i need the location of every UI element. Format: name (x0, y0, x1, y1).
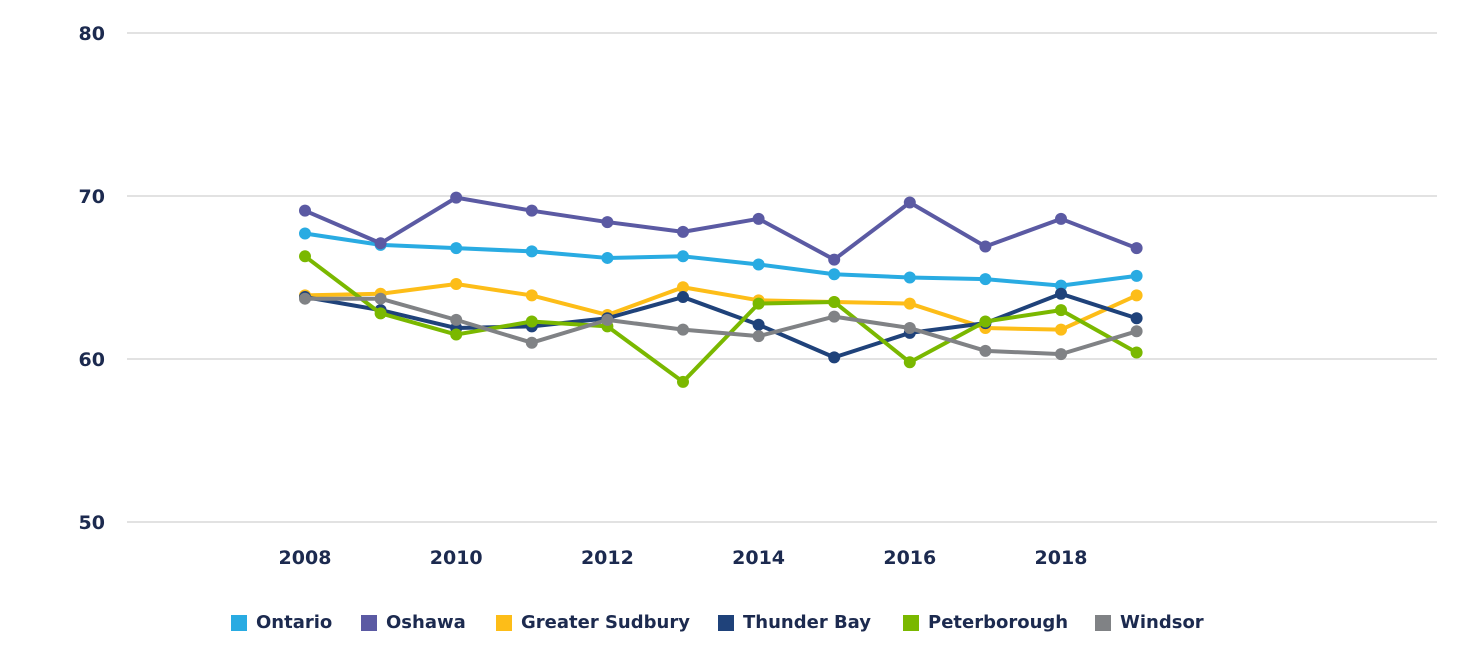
data-point (828, 310, 841, 323)
data-point (752, 318, 765, 331)
data-point (828, 253, 841, 266)
series-lines (299, 191, 1143, 388)
y-tick-label: 80 (79, 23, 105, 45)
series-peterborough (299, 250, 1143, 388)
data-point (828, 351, 841, 364)
y-tick-label: 60 (79, 349, 105, 371)
data-point (677, 250, 689, 263)
data-point (601, 251, 614, 264)
data-point (450, 242, 463, 255)
data-point (677, 281, 689, 294)
legend-label: Windsor (1120, 612, 1204, 633)
data-point (1130, 269, 1143, 282)
data-point (1055, 348, 1067, 361)
x-tick-label: 2014 (732, 547, 785, 569)
legend-label: Ontario (256, 612, 333, 633)
data-point (903, 322, 916, 335)
data-point (601, 313, 614, 326)
data-point (299, 250, 311, 263)
legend: Ontario Oshawa Greater Sudbury Thunder Bay P… (0, 612, 1477, 642)
data-point (903, 271, 916, 284)
legend-swatch (718, 614, 734, 631)
data-point (903, 356, 916, 369)
data-point (601, 216, 614, 229)
series-windsor (299, 292, 1143, 361)
data-point (677, 291, 689, 304)
data-point (450, 278, 463, 291)
data-point (903, 297, 916, 310)
data-point (1130, 346, 1143, 359)
data-point (374, 307, 387, 320)
x-tick-label: 2016 (883, 547, 936, 569)
data-point (525, 289, 538, 302)
data-point (979, 273, 992, 286)
legend-label: Thunder Bay (743, 612, 872, 633)
legend-label: Greater Sudbury (521, 612, 690, 633)
data-point (903, 196, 916, 209)
data-point (525, 336, 538, 349)
data-point (677, 323, 689, 336)
data-point (828, 268, 841, 281)
y-axis: 50 60 70 80 (79, 23, 105, 534)
legend-label: Peterborough (928, 612, 1069, 633)
data-point (374, 237, 387, 250)
data-point (1130, 312, 1143, 325)
y-tick-label: 50 (79, 512, 105, 534)
series-line (303, 254, 1138, 384)
data-point (1055, 212, 1067, 225)
data-point (450, 191, 463, 204)
legend-swatch (361, 614, 377, 631)
legend-label: Oshawa (386, 612, 466, 633)
data-point (752, 258, 765, 271)
data-point (525, 315, 538, 328)
data-point (299, 292, 311, 305)
data-point (1055, 287, 1067, 300)
series-line (304, 282, 1138, 332)
data-point (979, 315, 992, 328)
data-point (752, 297, 765, 310)
y-tick-label: 70 (79, 186, 105, 208)
x-axis: 2008 2010 2012 2014 2016 2018 (279, 547, 1088, 569)
legend-swatch (903, 614, 919, 631)
legend-swatch (231, 614, 247, 631)
data-point (374, 292, 387, 305)
legend-item: Peterborough (903, 612, 1068, 633)
x-tick-label: 2010 (430, 547, 483, 569)
data-point (1130, 325, 1143, 338)
data-point (828, 295, 841, 308)
x-tick-label: 2018 (1035, 547, 1088, 569)
data-point (450, 328, 463, 341)
data-point (979, 240, 992, 253)
legend-swatch (496, 614, 512, 631)
legend-item: Ontario (231, 612, 332, 633)
data-point (677, 225, 689, 238)
data-point (299, 204, 311, 217)
series-line (304, 231, 1137, 288)
legend-item: Thunder Bay (718, 612, 871, 633)
data-point (677, 375, 689, 388)
legend-item: Greater Sudbury (496, 612, 690, 633)
data-point (1055, 323, 1067, 336)
data-point (525, 204, 538, 217)
legend-item: Oshawa (361, 612, 466, 633)
data-point (1130, 242, 1143, 255)
data-point (979, 344, 992, 357)
line-chart: 50 60 70 80 2008 2010 2012 2014 2016 2018 (79, 23, 1437, 569)
legend-item: Windsor (1095, 612, 1204, 633)
data-point (752, 330, 765, 343)
x-tick-label: 2008 (279, 547, 332, 569)
series-line (304, 195, 1138, 262)
data-point (1055, 304, 1067, 317)
data-point (752, 212, 765, 225)
x-tick-label: 2012 (581, 547, 634, 569)
series-oshawa (299, 191, 1143, 266)
data-point (299, 227, 311, 240)
gridlines (127, 32, 1437, 523)
series-line (305, 296, 1138, 357)
data-point (525, 245, 538, 258)
data-point (1130, 289, 1143, 302)
legend-swatch (1095, 614, 1111, 631)
data-point (450, 313, 463, 326)
